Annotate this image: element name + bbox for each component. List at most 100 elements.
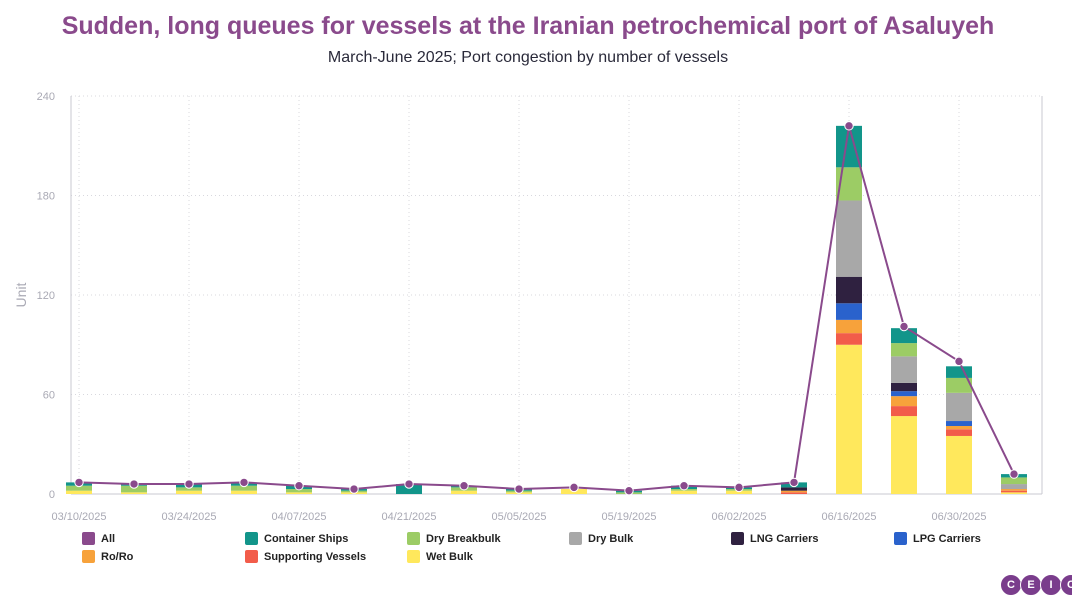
- x-tick-label: 05/05/2025: [491, 511, 546, 523]
- legend-swatch: [82, 550, 95, 563]
- all-point: [404, 479, 414, 489]
- all-point: [239, 477, 249, 488]
- legend-item-container-ships[interactable]: Container Ships: [245, 532, 348, 545]
- bar-segment-lng-carriers: [891, 382, 917, 392]
- legend-swatch: [731, 532, 744, 545]
- bar-segment-dry-breakbulk: [176, 487, 202, 491]
- all-point: [624, 485, 634, 496]
- bar-segment-lpg-carriers: [836, 303, 862, 320]
- legend-label: All: [101, 532, 116, 545]
- bar-segment-supporting-vessels: [891, 406, 917, 417]
- all-point: [349, 484, 359, 494]
- legend-item-all[interactable]: All: [82, 532, 115, 545]
- bar-segment-dry-bulk: [836, 200, 862, 277]
- y-axis-ticks: 0 60 120 180 240: [37, 91, 55, 501]
- logo-letter: I: [1040, 574, 1062, 596]
- legend-item-wet-bulk[interactable]: Wet Bulk: [407, 550, 473, 563]
- x-tick-label: 03/24/2025: [161, 511, 216, 523]
- x-tick-label: 03/10/2025: [51, 511, 106, 523]
- all-point: [789, 477, 799, 488]
- bar-segment-wet-bulk: [836, 344, 862, 494]
- bar-segment-dry-bulk: [1001, 484, 1027, 490]
- logo-letter: C: [1000, 574, 1022, 596]
- logo-letter: E: [1020, 574, 1042, 596]
- legend-label: Dry Breakbulk: [426, 532, 501, 545]
- legend-swatch: [245, 550, 258, 563]
- bar-segment-ro-ro: [1001, 489, 1027, 491]
- bar-segment-wet-bulk: [671, 490, 697, 494]
- all-point: [1009, 469, 1019, 479]
- all-point: [899, 321, 909, 332]
- legend-swatch: [407, 532, 420, 545]
- bar-segment-dry-breakbulk: [121, 485, 147, 493]
- x-axis-ticks: 03/10/2025 03/24/2025 04/07/2025 04/21/2025…: [51, 511, 986, 523]
- legend-item-supporting-vessels[interactable]: Supporting Vessels: [245, 550, 366, 563]
- legend-swatch: [894, 532, 907, 545]
- y-tick-label: 0: [49, 489, 55, 501]
- bar-segment-supporting-vessels: [946, 429, 972, 436]
- legend-item-ro-ro[interactable]: Ro/Ro: [82, 550, 133, 563]
- chart-title: Sudden, long queues for vessels at the I…: [61, 12, 995, 40]
- y-axis-title: Unit: [13, 282, 29, 307]
- all-line-series: [74, 121, 1019, 496]
- legend-swatch: [245, 532, 258, 545]
- bar-segment-dry-breakbulk: [946, 377, 972, 393]
- bar-segment-ro-ro: [781, 490, 807, 493]
- bar-segment-ro-ro: [891, 396, 917, 407]
- bar-segment-dry-breakbulk: [66, 485, 92, 491]
- y-tick-label: 60: [43, 390, 55, 402]
- bar-segment-wet-bulk: [1001, 492, 1027, 494]
- legend-label: LPG Carriers: [913, 532, 981, 545]
- bar-segment-wet-bulk: [891, 416, 917, 494]
- legend-item-lng-carriers[interactable]: LNG Carriers: [731, 532, 818, 545]
- all-point: [74, 477, 84, 488]
- bar-segment-wet-bulk: [451, 490, 477, 494]
- bar-segment-lng-carriers: [836, 276, 862, 304]
- bar-segment-supporting-vessels: [836, 333, 862, 345]
- bar-segment-container-ships: [891, 328, 917, 344]
- bar-segment-container-ships: [946, 366, 972, 378]
- all-point: [459, 481, 469, 491]
- legend-item-dry-breakbulk[interactable]: Dry Breakbulk: [407, 532, 501, 545]
- all-point: [129, 479, 139, 489]
- x-tick-label: 05/19/2025: [601, 511, 656, 523]
- x-tick-label: 06/30/2025: [931, 511, 986, 523]
- bar-segment-ro-ro: [946, 426, 972, 430]
- legend-label: Supporting Vessels: [264, 550, 367, 563]
- bar-segment-ro-ro: [836, 319, 862, 334]
- bar-segment-dry-bulk: [946, 392, 972, 422]
- bar-segment-wet-bulk: [121, 492, 147, 494]
- bar-segment-wet-bulk: [286, 492, 312, 494]
- bar-segment-wet-bulk: [176, 490, 202, 494]
- all-point: [844, 121, 854, 131]
- bar-segment-lng-carriers: [781, 487, 807, 491]
- bar-segment-wet-bulk: [726, 490, 752, 494]
- bar-segment-lpg-carriers: [946, 421, 972, 427]
- all-point: [294, 481, 304, 491]
- legend-swatch: [569, 532, 582, 545]
- x-tick-label: 04/21/2025: [381, 511, 436, 523]
- bar-segment-wet-bulk: [66, 490, 92, 494]
- y-tick-label: 120: [37, 290, 55, 302]
- legend-swatch: [82, 532, 95, 545]
- bar-segment-wet-bulk: [231, 490, 257, 494]
- legend-label: Ro/Ro: [101, 550, 134, 563]
- bar-segment-lpg-carriers: [891, 391, 917, 397]
- legend-item-lpg-carriers[interactable]: LPG Carriers: [894, 532, 981, 545]
- bar-segment-dry-breakbulk: [286, 489, 312, 493]
- x-tick-label: 06/16/2025: [821, 511, 876, 523]
- bar-segment-supporting-vessels: [1001, 490, 1027, 493]
- legend-label: LNG Carriers: [750, 532, 819, 545]
- legend-label: Wet Bulk: [426, 550, 473, 563]
- x-tick-label: 06/02/2025: [711, 511, 766, 523]
- all-point: [679, 481, 689, 491]
- all-point: [184, 479, 194, 489]
- y-tick-label: 240: [37, 91, 55, 103]
- chart-subtitle: March-June 2025; Port congestion by numb…: [327, 49, 729, 66]
- all-point: [569, 482, 579, 493]
- legend-item-dry-bulk[interactable]: Dry Bulk: [569, 532, 633, 545]
- bar-segment-dry-breakbulk: [1001, 477, 1027, 485]
- bar-segment-supporting-vessels: [781, 492, 807, 494]
